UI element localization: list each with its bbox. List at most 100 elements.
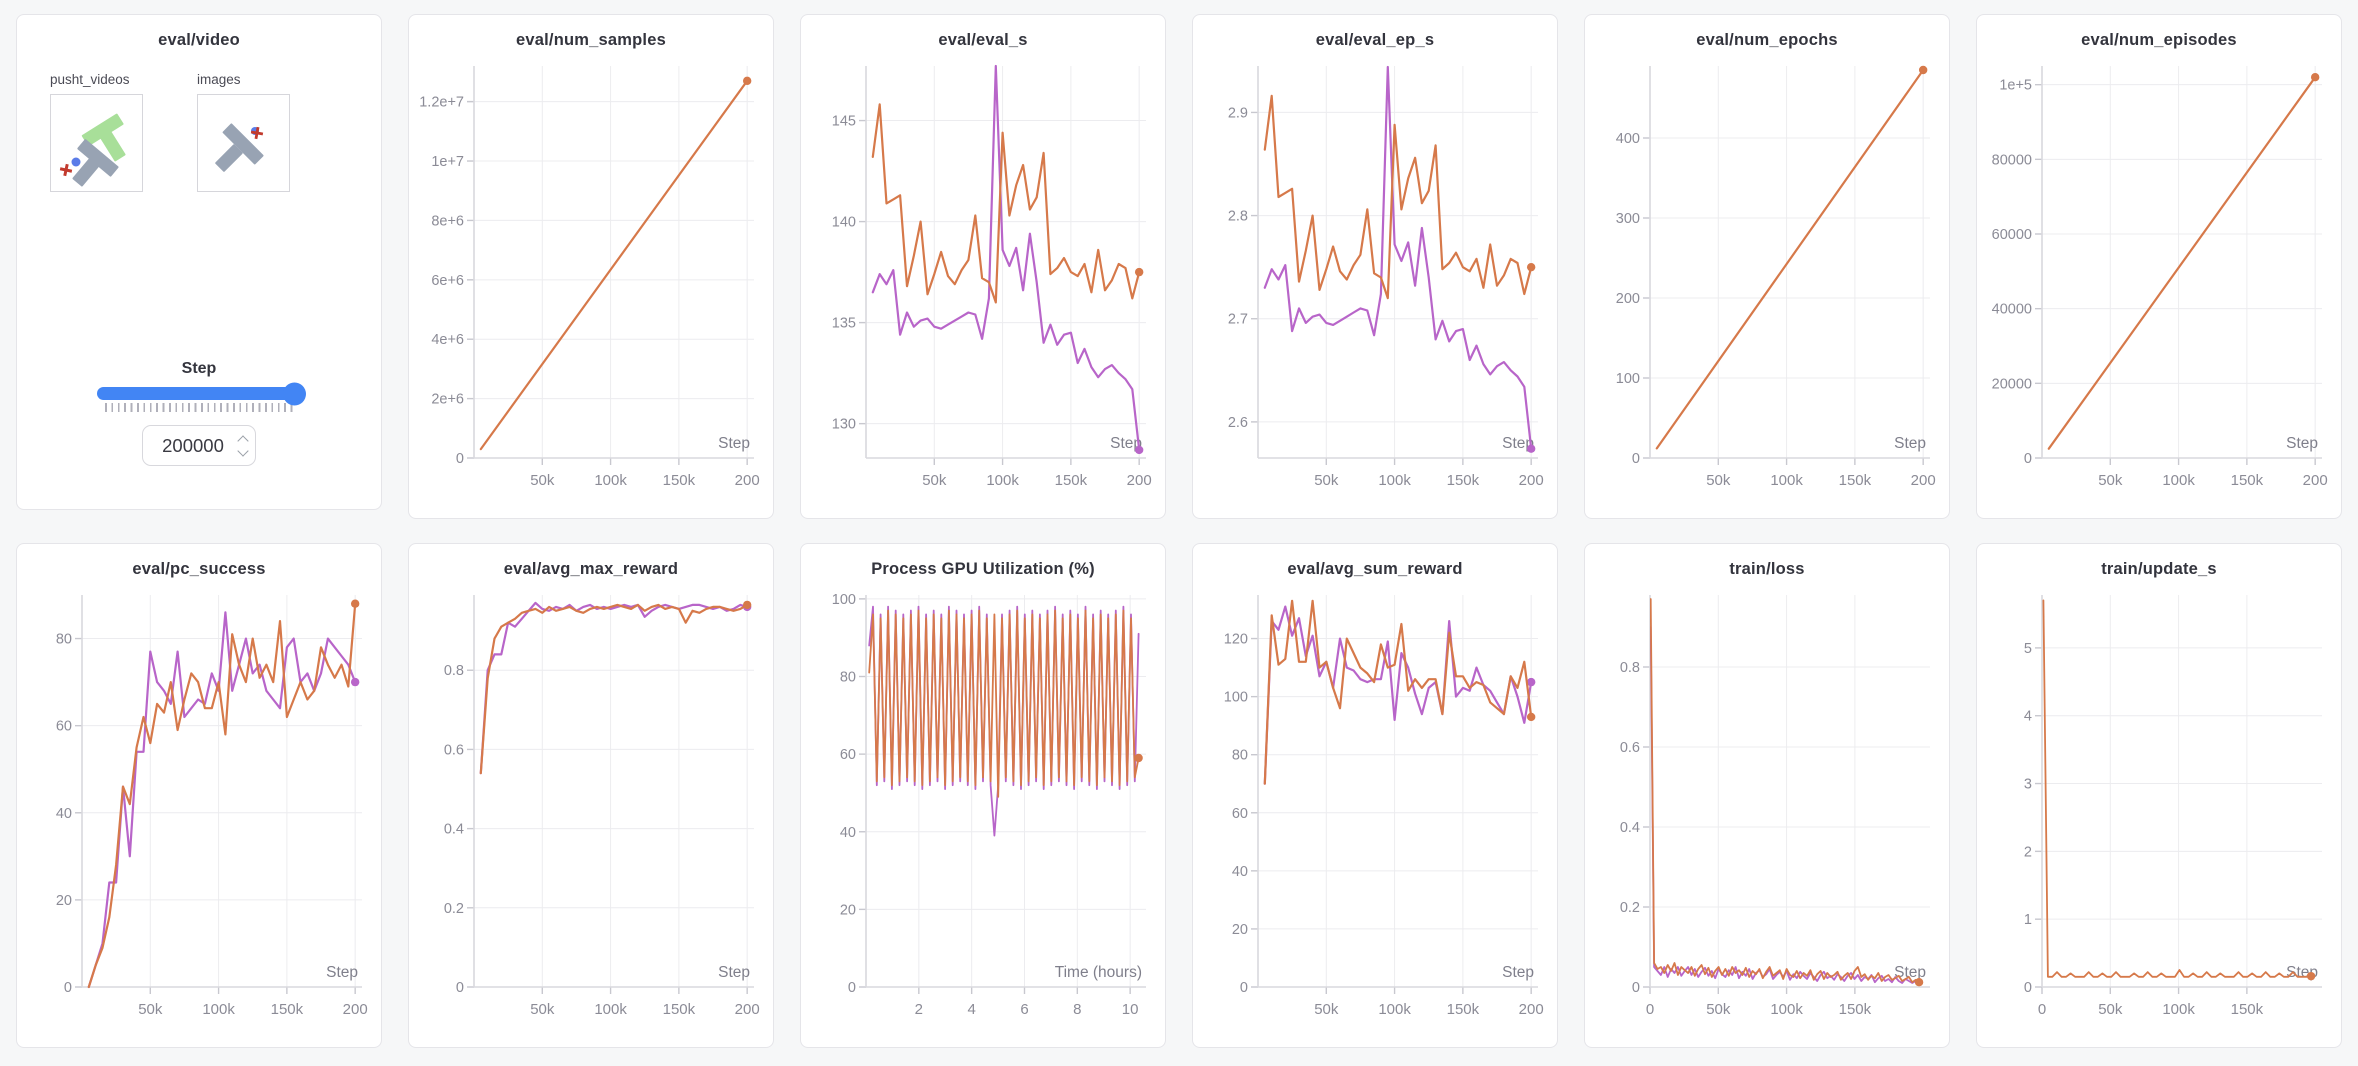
chart-title: eval/pc_success — [132, 560, 266, 578]
svg-text:2e+6: 2e+6 — [431, 392, 464, 408]
svg-text:150k: 150k — [1055, 472, 1088, 489]
step-input[interactable] — [142, 425, 256, 466]
chart-title: eval/eval_ep_s — [1315, 31, 1435, 49]
svg-text:200: 200 — [2303, 472, 2328, 489]
svg-text:Step: Step — [1894, 964, 1926, 981]
chart-title: eval/avg_max_reward — [503, 560, 679, 578]
svg-text:40000: 40000 — [1992, 302, 2032, 318]
svg-text:2.6: 2.6 — [1228, 415, 1248, 431]
svg-text:2: 2 — [2024, 844, 2032, 860]
svg-text:8: 8 — [1073, 1001, 1081, 1018]
chart-panel-train-update-s[interactable]: train/update_s 0 50k 100k 150k 0 1 2 3 4 5 Step — [1976, 543, 2342, 1048]
svg-text:1e+5: 1e+5 — [1999, 78, 2032, 94]
slider-tick-ruler — [105, 403, 293, 412]
svg-text:100k: 100k — [594, 1001, 627, 1018]
svg-text:3: 3 — [2024, 777, 2032, 793]
svg-text:20: 20 — [56, 893, 72, 909]
svg-text:0.4: 0.4 — [1620, 820, 1640, 836]
svg-text:135: 135 — [832, 316, 856, 332]
line-chart-canvas[interactable]: 50k 100k 150k 200 0 20 40 60 80 Step — [24, 581, 374, 1033]
pusht-videos-thumbnail[interactable] — [50, 94, 143, 192]
chart-panel-eval-avg-sum-reward[interactable]: eval/avg_sum_reward 50k 100k 150k 200 0 20 40 6… — [1192, 543, 1558, 1048]
line-chart-canvas[interactable]: 50k 100k 150k 200 0 20 40 60 80 100 120 Step — [1200, 581, 1550, 1033]
gray-t-shape — [222, 123, 264, 165]
svg-text:50k: 50k — [1706, 1001, 1731, 1018]
stepper-controls — [237, 434, 249, 457]
svg-text:100k: 100k — [2162, 1001, 2195, 1018]
svg-text:Step: Step — [1502, 964, 1534, 981]
chart-panel-eval-num-epochs[interactable]: eval/num_epochs 50k 100k 150k 200 0 100 200 300… — [1584, 14, 1950, 519]
chart-panel-eval-eval-ep-s[interactable]: eval/eval_ep_s 50k 100k 150k 200 2.6 2.7 2.8 2.… — [1192, 14, 1558, 519]
chart-panel-eval-num-samples[interactable]: eval/num_samples 50k 100k 150k 200 0 2e+6 4e+6… — [408, 14, 774, 519]
line-chart-canvas[interactable]: 0 50k 100k 150k 0 0.2 0.4 0.6 0.8 Step — [1592, 581, 1942, 1033]
svg-text:100k: 100k — [1378, 1001, 1411, 1018]
stepper-down-icon[interactable] — [237, 444, 249, 457]
svg-text:200: 200 — [1616, 291, 1640, 307]
svg-text:150k: 150k — [271, 1001, 304, 1018]
svg-text:100k: 100k — [1378, 472, 1411, 489]
svg-text:10: 10 — [1122, 1001, 1139, 1018]
svg-text:0.8: 0.8 — [444, 663, 464, 679]
svg-text:60000: 60000 — [1992, 227, 2032, 243]
svg-text:2.8: 2.8 — [1228, 209, 1248, 225]
svg-text:150k: 150k — [663, 472, 696, 489]
chart-panel-eval-avg-max-reward[interactable]: eval/avg_max_reward 50k 100k 150k 200 0 0.2 0.… — [408, 543, 774, 1048]
svg-text:0.8: 0.8 — [1620, 660, 1640, 676]
svg-text:100: 100 — [832, 592, 856, 608]
svg-text:Time (hours): Time (hours) — [1055, 964, 1142, 981]
images-thumbnail[interactable] — [197, 94, 290, 192]
media-thumbnails-row: pusht_videos — [50, 72, 381, 192]
chart-panel-eval-eval-s[interactable]: eval/eval_s 50k 100k 150k 200 130 135 140 145 St… — [800, 14, 1166, 519]
svg-text:100: 100 — [1616, 371, 1640, 387]
svg-text:50k: 50k — [2098, 1001, 2123, 1018]
line-chart-canvas[interactable]: 50k 100k 150k 200 0 2e+6 4e+6 6e+6 8e+6 1e+7 1.2e+… — [416, 52, 766, 504]
chart-title: train/loss — [1729, 560, 1805, 578]
line-chart-canvas[interactable]: 50k 100k 150k 200 2.6 2.7 2.8 2.9 Step — [1200, 52, 1550, 504]
target-cross-icon — [250, 126, 264, 140]
step-slider[interactable] — [97, 382, 306, 405]
chart-title: eval/eval_s — [938, 31, 1028, 49]
media-panel-eval-video[interactable]: eval/video pusht_videos — [16, 14, 382, 510]
slider-thumb[interactable] — [283, 382, 306, 405]
svg-text:150k: 150k — [1839, 1001, 1872, 1018]
svg-text:100k: 100k — [1770, 472, 1803, 489]
svg-text:100k: 100k — [986, 472, 1019, 489]
svg-text:80000: 80000 — [1992, 152, 2032, 168]
line-chart-canvas[interactable]: 50k 100k 150k 200 130 135 140 145 Step — [808, 52, 1158, 504]
chart-title: eval/num_epochs — [1696, 31, 1838, 49]
svg-text:50k: 50k — [138, 1001, 163, 1018]
line-chart-canvas[interactable]: 50k 100k 150k 200 0 0.2 0.4 0.6 0.8 Step — [416, 581, 766, 1033]
chart-panel-train-loss[interactable]: train/loss 0 50k 100k 150k 0 0.2 0.4 0.6 0.8 Step — [1584, 543, 1950, 1048]
svg-text:0.2: 0.2 — [444, 901, 464, 917]
svg-text:Step: Step — [326, 964, 358, 981]
svg-text:0: 0 — [2038, 1001, 2046, 1018]
svg-text:40: 40 — [56, 806, 72, 822]
svg-text:4: 4 — [967, 1001, 975, 1018]
line-chart-canvas[interactable]: 50k 100k 150k 200 0 100 200 300 400 Step — [1592, 52, 1942, 504]
svg-text:Step: Step — [1110, 435, 1142, 452]
svg-text:0: 0 — [1240, 980, 1248, 996]
svg-text:150k: 150k — [1447, 1001, 1480, 1018]
svg-text:Step: Step — [718, 435, 750, 452]
line-chart-canvas[interactable]: 50k 100k 150k 200 0 20000 40000 60000 80000 1e+5 S… — [1984, 52, 2334, 504]
svg-text:5: 5 — [2024, 641, 2032, 657]
chart-panel-eval-pc-success[interactable]: eval/pc_success 50k 100k 150k 200 0 20 40 60 80 S… — [16, 543, 382, 1048]
svg-text:200: 200 — [1519, 472, 1544, 489]
chart-panel-gpu-utilization[interactable]: Process GPU Utilization (%) 2 4 6 8 10 0 20 40 6… — [800, 543, 1166, 1048]
chart-title: train/update_s — [2101, 560, 2217, 578]
chart-title: Process GPU Utilization (%) — [871, 560, 1095, 578]
pusht-scene — [59, 113, 126, 187]
step-control-block: Step — [17, 360, 381, 466]
svg-text:6e+6: 6e+6 — [431, 273, 464, 289]
chart-panel-eval-num-episodes[interactable]: eval/num_episodes 50k 100k 150k 200 0 20000 40… — [1976, 14, 2342, 519]
images-scene — [215, 123, 264, 172]
svg-text:130: 130 — [832, 417, 856, 433]
slider-track[interactable] — [97, 387, 301, 400]
svg-text:150k: 150k — [663, 1001, 696, 1018]
svg-text:200: 200 — [1911, 472, 1936, 489]
svg-text:50k: 50k — [1314, 1001, 1339, 1018]
svg-text:Step: Step — [2286, 435, 2318, 452]
